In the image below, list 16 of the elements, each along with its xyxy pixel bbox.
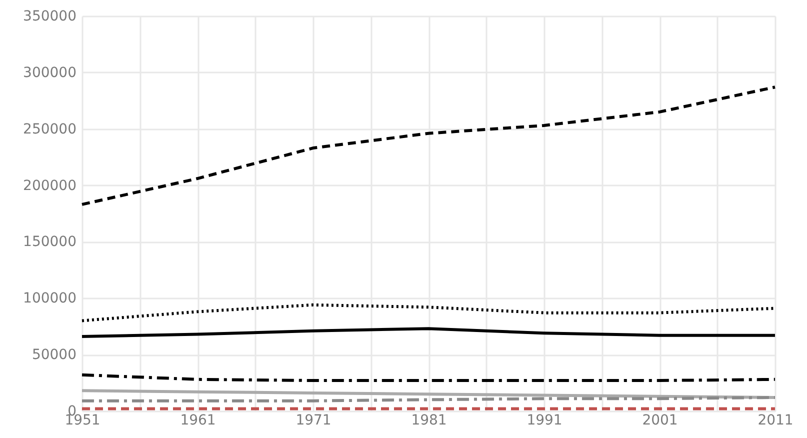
x-tick-label: 2011 bbox=[758, 412, 794, 428]
x-tick-label: 1981 bbox=[411, 412, 447, 428]
y-tick-label: 250000 bbox=[23, 121, 76, 138]
y-tick-label: 100000 bbox=[23, 290, 76, 307]
x-tick-label: 1991 bbox=[526, 412, 562, 428]
x-tick-label: 1961 bbox=[180, 412, 216, 428]
y-tick-label: 350000 bbox=[23, 8, 76, 24]
y-tick-label: 150000 bbox=[23, 234, 76, 250]
x-tick-label: 2001 bbox=[642, 412, 678, 428]
y-tick-label: 200000 bbox=[23, 178, 76, 194]
line-series bbox=[80, 327, 776, 338]
y-tick-label: 300000 bbox=[23, 64, 76, 81]
line-series bbox=[80, 86, 776, 206]
x-tick-label: 1971 bbox=[296, 412, 332, 428]
y-tick-label: 50000 bbox=[32, 347, 76, 364]
line-series bbox=[80, 389, 776, 399]
